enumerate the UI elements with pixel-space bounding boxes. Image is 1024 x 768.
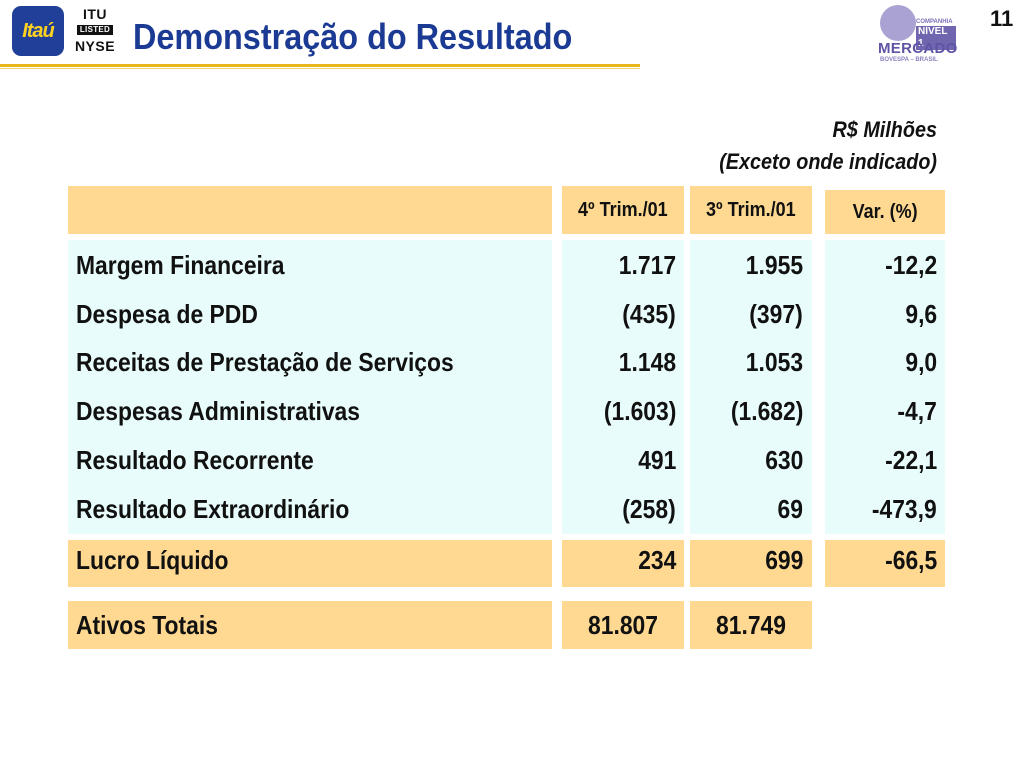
net-income-row: Lucro Líquido 234 699 -66,5 (68, 536, 945, 585)
bovespa-sub: BOVESPA – BRASIL (880, 57, 938, 63)
net-income-q3-block (690, 540, 812, 587)
cell-q3: (397) (749, 299, 803, 329)
net-income-var-block (825, 540, 945, 587)
bovespa-companhia: COMPANHIA (916, 19, 953, 25)
col-header-q4: 4º Trim./01 (562, 186, 684, 234)
bovespa-mercado: MERCADO (878, 40, 958, 57)
net-income-label-block (68, 540, 552, 587)
cell-var: 9,0 (905, 347, 937, 377)
cell-q4: 491 (637, 445, 676, 475)
net-income-q4: 234 (637, 545, 676, 575)
total-assets-label-block (68, 601, 552, 649)
unit-caption-line1: R$ Milhões (832, 117, 937, 142)
unit-caption: R$ Milhões (Exceto onde indicado) (719, 114, 937, 178)
bovespa-nivel1-logo: COMPANHIA NÍVEL 1 MERCADO BOVESPA – BRAS… (876, 5, 958, 65)
cell-q4: (1.603) (603, 396, 676, 426)
unit-caption-line2: (Exceto onde indicado) (719, 149, 937, 174)
row-label: Despesas Administrativas (76, 396, 361, 426)
row-label: Margem Financeira (76, 250, 285, 280)
cell-q4: 1.148 (618, 347, 676, 377)
cell-var: -4,7 (897, 396, 937, 426)
body-label-block (68, 240, 552, 534)
total-assets-q4: 81.807 (588, 610, 658, 640)
cell-var: -473,9 (872, 494, 937, 524)
cell-q4: 1.717 (618, 250, 676, 280)
page-number: 11 (990, 6, 1014, 31)
cell-var: -22,1 (884, 445, 937, 475)
cell-q3: (1.682) (730, 396, 803, 426)
net-income-label: Lucro Líquido (76, 545, 229, 575)
page-title: Demonstração do Resultado (133, 16, 573, 57)
title-underline (0, 64, 640, 67)
row-label: Resultado Recorrente (76, 445, 314, 475)
total-assets-q4-block (562, 601, 684, 649)
itau-logo-text: Itaú (22, 19, 55, 42)
nyse-listed-logo: ITU LISTED NYSE (74, 7, 116, 53)
body-var-block (825, 240, 945, 534)
col-header-var: Var. (%) (825, 190, 945, 234)
table-body: Margem Financeira 1.717 1.955 -12,2 Desp… (68, 240, 945, 534)
bovespa-nivel: NÍVEL 1 (916, 26, 956, 50)
row-label: Despesa de PDD (76, 299, 258, 329)
cell-var: 9,6 (905, 299, 937, 329)
cell-q3: 630 (764, 445, 803, 475)
total-assets-label: Ativos Totais (76, 610, 218, 640)
cell-var: -12,2 (884, 250, 937, 280)
body-q3-block (690, 240, 812, 534)
cell-q4: (258) (622, 494, 676, 524)
col-header-q4-label: 4º Trim./01 (578, 198, 668, 221)
row-label: Resultado Extraordinário (76, 494, 350, 524)
row-label: Receitas de Prestação de Serviços (76, 347, 454, 377)
total-assets-q3: 81.749 (716, 610, 786, 640)
cell-q3: 1.053 (745, 347, 803, 377)
net-income-q3: 699 (764, 545, 803, 575)
bovespa-circle-icon (880, 5, 916, 41)
itau-logo: Itaú (12, 6, 64, 56)
header-label-cell (68, 186, 552, 234)
nyse-listed: LISTED (76, 25, 114, 35)
net-income-var: -66,5 (884, 545, 937, 575)
col-header-var-label: Var. (%) (852, 200, 918, 223)
col-header-q3: 3º Trim./01 (690, 186, 812, 234)
cell-q4: (435) (622, 299, 676, 329)
cell-q3: 69 (777, 494, 803, 524)
total-assets-q3-block (690, 601, 812, 649)
col-header-q3-label: 3º Trim./01 (706, 198, 796, 221)
nyse-label: NYSE (74, 38, 116, 54)
title-underline-thin (0, 68, 640, 69)
body-q4-block (562, 240, 684, 534)
total-assets-row: Ativos Totais 81.807 81.749 (68, 601, 945, 650)
cell-q3: 1.955 (745, 250, 803, 280)
nyse-ticker: ITU (82, 6, 108, 22)
net-income-q4-block (562, 540, 684, 587)
